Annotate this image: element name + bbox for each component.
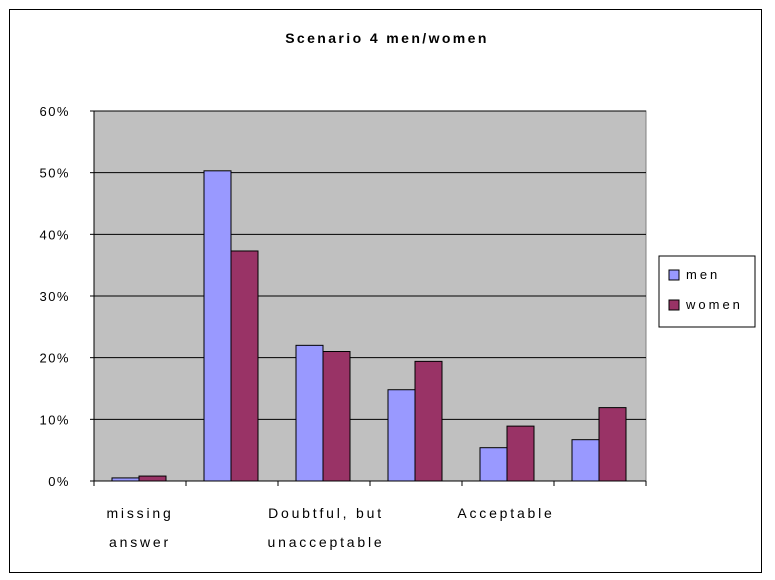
bar-men-1 (203, 170, 232, 482)
bar-women-0 (138, 475, 167, 482)
x-tick-label: Acceptable (457, 505, 554, 521)
legend-swatch-women (668, 299, 680, 311)
legend-items: men women (668, 267, 743, 312)
y-tick-label: 30% (39, 289, 70, 304)
bar-men-5 (571, 439, 600, 482)
legend-swatch-men (668, 269, 680, 281)
x-tick-labels: missing answer Doubtful, but unacceptable Ac… (106, 505, 554, 550)
x-tick-label: unacceptable (268, 534, 385, 550)
legend-label-women: women (685, 297, 743, 312)
y-tick-labels: 0% 10% 20% 30% 40% 50% 60% (39, 104, 70, 489)
bar-women-3 (414, 360, 443, 482)
x-tick-label: Doubtful, but (268, 505, 384, 521)
bar-women-5 (598, 407, 627, 482)
legend-label-men: men (686, 267, 720, 282)
bar-men-3 (387, 389, 416, 482)
x-tick-label: missing (106, 505, 173, 521)
y-tick-label: 50% (39, 166, 70, 181)
y-tick-label: 10% (39, 412, 70, 427)
legend-box (658, 255, 756, 328)
chart-title: Scenario 4 men/women (285, 30, 489, 46)
gridlines (94, 110, 646, 420)
y-tick-label: 0% (48, 474, 70, 489)
y-tick-label: 60% (39, 104, 70, 119)
axes (90, 110, 647, 486)
y-tick-label: 40% (39, 227, 70, 242)
bar-women-4 (506, 425, 535, 482)
bars (111, 170, 627, 482)
y-tick-label: 20% (39, 351, 70, 366)
legend: men women (658, 255, 756, 328)
x-tick-label: answer (109, 534, 171, 550)
bar-women-2 (322, 351, 351, 482)
bar-men-2 (295, 344, 324, 482)
bar-men-4 (479, 447, 508, 482)
bar-women-1 (230, 250, 259, 482)
